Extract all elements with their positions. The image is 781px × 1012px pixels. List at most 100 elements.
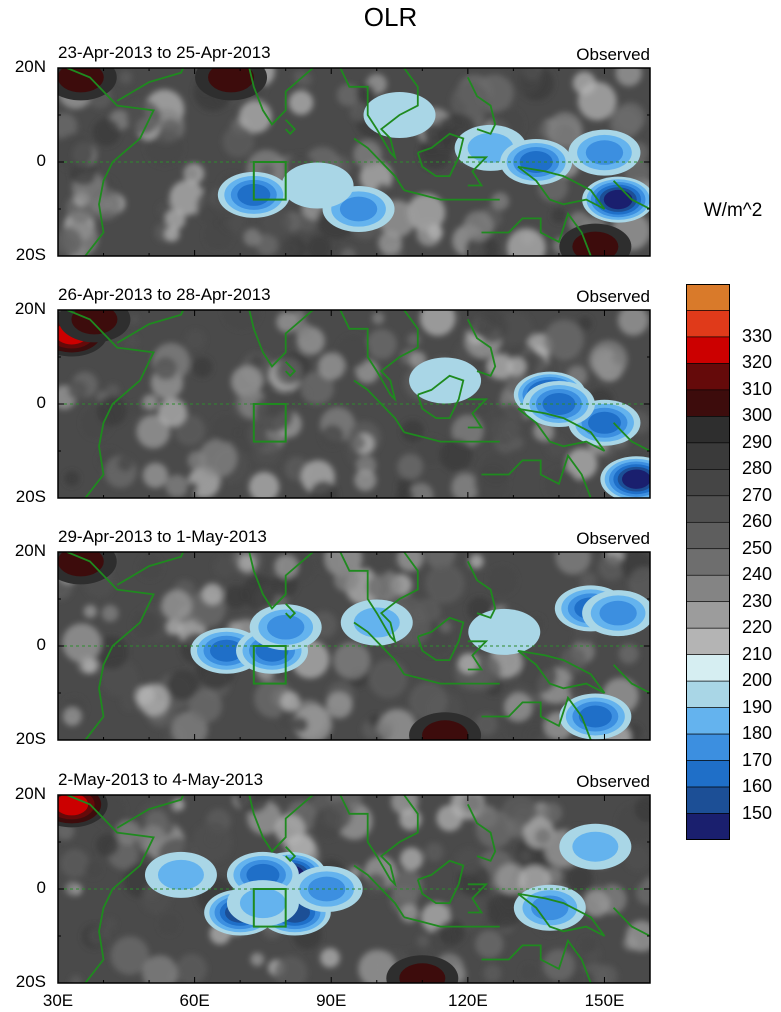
olr-feature: [513, 884, 586, 931]
colorbar-swatch: [686, 548, 730, 576]
region-box: [252, 161, 287, 201]
olr-texture-blob: [506, 228, 546, 256]
olr-texture-blob: [499, 312, 533, 347]
olr-texture-blob: [159, 914, 179, 935]
olr-contour: [308, 876, 346, 902]
olr-texture-blob: [142, 394, 159, 411]
olr-texture-blob: [101, 605, 119, 622]
colorbar-swatch: [686, 574, 730, 603]
coastline: [403, 431, 500, 443]
colorbar-swatch: [686, 284, 730, 311]
olr-texture-blob: [625, 845, 650, 872]
olr-texture-blob: [333, 642, 371, 680]
olr-contour: [599, 600, 637, 626]
olr-texture-blob: [85, 861, 102, 878]
coastlines: [66, 310, 650, 498]
olr-texture-blob: [166, 619, 183, 635]
olr-contour: [422, 720, 469, 740]
coastline: [66, 310, 155, 498]
olr-feature: [582, 176, 650, 223]
olr-feature: [58, 552, 117, 585]
olr-texture-blob: [137, 683, 170, 716]
olr-texture-blob: [618, 643, 639, 664]
olr-texture-blob: [417, 436, 446, 465]
coastlines: [66, 795, 650, 983]
coastline: [66, 68, 155, 256]
olr-texture-blob: [455, 847, 483, 875]
olr-texture-blob: [372, 312, 385, 325]
olr-texture-blob: [250, 952, 264, 967]
coastline: [467, 398, 489, 429]
olr-feature: [281, 162, 354, 209]
coastline: [339, 552, 419, 645]
coastline: [248, 310, 314, 368]
olr-texture-blob: [582, 889, 611, 917]
olr-texture-blob: [356, 83, 376, 104]
coastline: [116, 310, 185, 344]
coastline: [353, 864, 405, 918]
axis-ticks: [57, 67, 651, 257]
coastline: [116, 552, 185, 586]
coastline: [481, 938, 592, 983]
olr-texture-blob: [185, 329, 206, 350]
olr-texture-blob: [451, 474, 479, 498]
olr-texture-blob: [595, 964, 618, 983]
colorbar-swatch: [686, 469, 730, 497]
olr-texture-blob: [617, 310, 649, 336]
colorbar-swatch: [686, 680, 730, 708]
olr-texture-blob: [249, 354, 265, 369]
coastline: [517, 165, 606, 210]
olr-contour: [409, 357, 482, 404]
olr-feature: [195, 68, 268, 101]
olr-contour: [572, 831, 619, 862]
olr-feature: [582, 590, 650, 637]
olr-texture-blob: [544, 468, 578, 498]
olr-texture-blob: [577, 81, 617, 121]
olr-texture-blob: [142, 955, 178, 983]
olr-texture-blob: [89, 188, 122, 221]
coastline: [466, 77, 497, 135]
olr-texture-blob: [119, 70, 133, 84]
olr-texture-blob: [396, 552, 424, 572]
olr-texture-blob: [541, 802, 563, 824]
olr-texture-blob: [176, 953, 208, 983]
olr-texture-blob: [188, 689, 223, 723]
olr-texture-blob: [368, 659, 408, 699]
coastline: [466, 319, 497, 377]
olr-texture-blob: [83, 604, 97, 619]
olr-texture-blob: [274, 814, 306, 845]
olr-texture-blob: [254, 679, 293, 718]
olr-texture-blob: [138, 555, 163, 580]
colorbar-swatch: [686, 813, 730, 840]
olr-texture-blob: [366, 575, 390, 599]
olr-texture-blob: [204, 221, 233, 250]
olr-contour: [239, 888, 286, 919]
olr-texture-blob: [397, 453, 424, 480]
olr-texture-blob: [235, 795, 271, 814]
coastline: [517, 892, 606, 937]
coastline: [481, 695, 592, 740]
olr-texture-blob: [408, 483, 434, 498]
coastline: [339, 310, 419, 403]
colorbar-swatch: [686, 654, 730, 682]
coastline: [248, 552, 314, 610]
olr-texture-blob: [117, 455, 134, 472]
olr-texture-blob: [323, 800, 353, 830]
olr-texture-blob: [106, 383, 120, 398]
olr-texture-blob: [254, 393, 294, 433]
olr-feature: [340, 599, 413, 646]
olr-feature: [249, 604, 322, 651]
olr-texture-blob: [238, 100, 272, 134]
olr-texture-blob: [615, 68, 643, 87]
colorbar-swatch: [686, 495, 730, 523]
olr-contour: [58, 552, 104, 577]
olr-feature: [559, 823, 632, 870]
coastline: [612, 907, 650, 937]
olr-texture-blob: [463, 210, 494, 242]
olr-texture-blob: [521, 964, 537, 980]
olr-texture-blob: [120, 693, 139, 712]
colorbar-swatch: [686, 442, 730, 470]
olr-texture-blob: [489, 415, 519, 445]
olr-texture-blob: [580, 937, 596, 953]
olr-texture-blob: [598, 554, 625, 581]
